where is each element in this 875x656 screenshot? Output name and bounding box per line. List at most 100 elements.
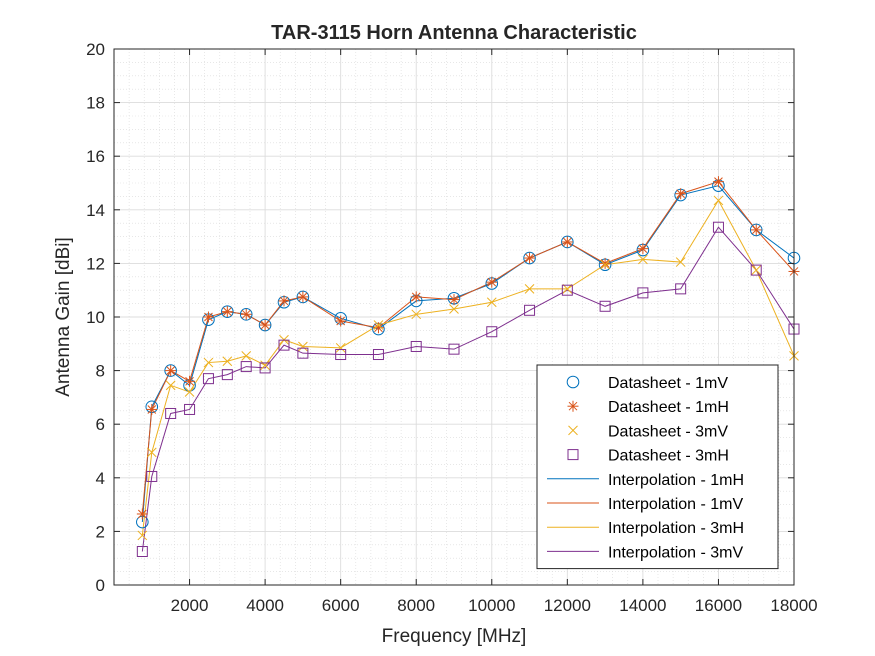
data-point-1-2 xyxy=(165,365,177,377)
data-point-2-1 xyxy=(146,447,157,458)
data-point-2-9 xyxy=(298,341,308,352)
data-point-3-17 xyxy=(599,300,611,312)
data-point-2-12 xyxy=(411,309,422,320)
data-point-2-15 xyxy=(524,284,535,294)
legend-item: Interpolation - 1mV xyxy=(547,496,744,513)
chart-title: TAR-3115 Horn Antenna Characteristic xyxy=(271,22,637,44)
data-point-2-14 xyxy=(486,297,497,308)
data-point-1-6 xyxy=(240,308,252,320)
data-point-1-13 xyxy=(448,294,460,306)
series-line-7 xyxy=(141,226,795,552)
x-tick-label: 16000 xyxy=(695,596,742,615)
data-point-2-7 xyxy=(260,360,270,371)
data-point-1-1 xyxy=(146,403,158,415)
legend-item: Datasheet - 1mV xyxy=(566,375,728,392)
data-point-2-13 xyxy=(449,304,459,314)
data-point-0-16 xyxy=(561,235,574,249)
data-point-3-9 xyxy=(297,347,309,359)
data-point-2-3 xyxy=(184,387,195,397)
data-point-1-19 xyxy=(675,188,687,200)
data-point-2-6 xyxy=(241,351,252,361)
y-axis-ticks: 0 2 4 6 8 10 12 14 16 18 20 xyxy=(86,40,794,595)
data-point-3-13 xyxy=(448,343,460,355)
legend-item: Datasheet - 3mV xyxy=(568,423,728,440)
y-tick-label: 20 xyxy=(86,40,105,59)
data-point-1-4 xyxy=(202,311,214,323)
data-point-2-4 xyxy=(203,357,214,368)
data-point-3-1 xyxy=(146,470,158,482)
data-point-1-3 xyxy=(184,375,196,387)
data-point-2-11 xyxy=(373,320,384,330)
data-point-2-5 xyxy=(222,356,233,367)
data-point-2-20 xyxy=(713,195,724,206)
x-tick-label: 18000 xyxy=(770,596,817,615)
data-point-2-21 xyxy=(751,265,762,275)
legend-item: Datasheet - 3mH xyxy=(567,448,729,465)
legend-item: Interpolation - 3mV xyxy=(547,544,744,561)
y-tick-label: 6 xyxy=(96,415,105,434)
data-point-3-15 xyxy=(524,304,536,316)
data-point-0-7 xyxy=(258,318,272,332)
data-point-2-18 xyxy=(638,254,648,265)
legend-label: Interpolation - 3mH xyxy=(608,520,744,537)
y-tick-label: 10 xyxy=(86,308,105,327)
data-point-3-4 xyxy=(202,373,214,385)
data-point-3-3 xyxy=(184,403,196,415)
x-tick-label: 12000 xyxy=(544,596,591,615)
data-point-0-2 xyxy=(164,364,177,377)
x-tick-label: 4000 xyxy=(246,596,284,615)
legend-label: Datasheet - 3mH xyxy=(608,448,729,465)
data-point-1-12 xyxy=(410,291,422,303)
x-axis-label: Frequency [MHz] xyxy=(382,626,527,647)
data-point-0-15 xyxy=(523,251,536,265)
data-point-0-5 xyxy=(221,305,234,318)
legend-label: Interpolation - 1mH xyxy=(608,472,744,489)
data-point-1-18 xyxy=(637,243,649,255)
data-point-2-10 xyxy=(335,342,346,353)
data-point-1-15 xyxy=(524,252,536,264)
y-tick-label: 2 xyxy=(96,522,105,541)
legend-label: Datasheet - 1mH xyxy=(608,399,729,416)
data-point-3-21 xyxy=(750,264,762,276)
legend-label: Datasheet - 1mV xyxy=(608,375,728,392)
data-point-3-18 xyxy=(637,287,649,299)
data-point-3-2 xyxy=(165,407,177,419)
legend-item: Datasheet - 1mH xyxy=(567,399,729,416)
legend-item: Interpolation - 3mH xyxy=(547,520,744,537)
legend: Datasheet - 1mV Datasheet - 1mH Datasheet … xyxy=(536,364,779,570)
y-axis-label: Antenna Gain [dBi] xyxy=(53,237,74,397)
data-point-0-21 xyxy=(749,223,763,237)
x-tick-label: 8000 xyxy=(397,596,435,615)
legend-label: Datasheet - 3mV xyxy=(608,423,728,440)
legend-swatch xyxy=(567,400,579,412)
data-point-3-0 xyxy=(136,546,148,557)
data-point-3-11 xyxy=(372,349,384,361)
y-tick-label: 12 xyxy=(86,254,105,273)
x-tick-label: 6000 xyxy=(322,596,360,615)
x-tick-label: 10000 xyxy=(468,596,515,615)
data-point-3-14 xyxy=(486,326,498,338)
data-point-1-20 xyxy=(712,176,724,188)
data-point-2-16 xyxy=(562,284,573,294)
x-tick-label: 2000 xyxy=(171,596,209,615)
data-point-1-8 xyxy=(278,295,290,307)
data-point-3-5 xyxy=(221,369,233,381)
data-point-3-12 xyxy=(410,340,422,352)
y-tick-label: 8 xyxy=(96,362,105,381)
data-point-3-7 xyxy=(259,362,271,374)
data-point-1-21 xyxy=(750,224,762,236)
legend-swatch xyxy=(566,375,580,389)
data-point-3-19 xyxy=(675,283,687,295)
data-point-0-6 xyxy=(239,308,253,321)
data-point-3-10 xyxy=(335,349,347,361)
data-point-2-0 xyxy=(137,530,148,541)
series-markers xyxy=(136,176,801,557)
data-point-0-9 xyxy=(296,290,310,304)
data-point-1-11 xyxy=(372,322,384,334)
y-tick-label: 18 xyxy=(86,94,105,113)
data-point-1-0 xyxy=(136,508,148,520)
data-point-3-8 xyxy=(278,339,290,351)
legend-box xyxy=(536,364,779,570)
data-point-1-5 xyxy=(221,306,233,318)
data-point-1-7 xyxy=(259,319,271,331)
